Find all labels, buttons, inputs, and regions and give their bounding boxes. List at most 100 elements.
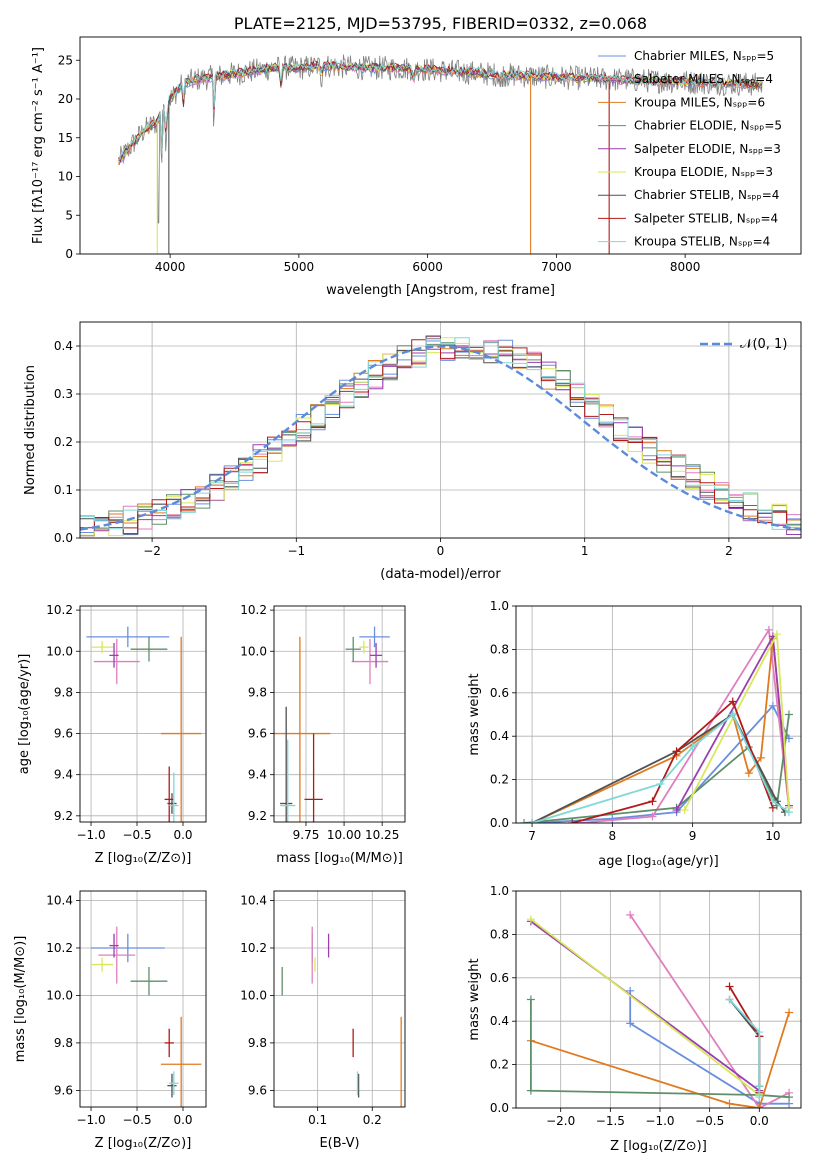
legend-label: Kroupa STELIB, Nₛₚₚ=4 xyxy=(634,235,770,249)
x-axis-label: Z [log₁₀(Z/Z⊙)] xyxy=(610,1139,707,1154)
y-tick-label: 9.8 xyxy=(248,1036,267,1050)
y-tick-label: 0.6 xyxy=(490,686,509,700)
series-marker xyxy=(768,797,777,806)
series-marker xyxy=(568,819,577,823)
y-axis-label: mass weight xyxy=(467,673,482,755)
histogram-series xyxy=(80,337,801,530)
x-tick-label: −1.0 xyxy=(76,1113,105,1127)
series-line xyxy=(728,998,761,1098)
axes-mass_vs_Z: −1.0 −0.5 0.0 9.6 9.8 10.0 10.2 10.4 Z [log₁₀(Z/… xyxy=(13,890,207,1151)
axes-massweight_vs_age: 7 8 9 10 0.0 0.2 0.4 0.6 0.8 1.0 age [log₁₀(age/yr… xyxy=(467,599,802,869)
series-marker xyxy=(528,819,537,823)
y-tick-label: 0.8 xyxy=(490,642,509,656)
axes-frame xyxy=(79,605,207,823)
y-tick-label: 0.0 xyxy=(54,531,73,545)
y-axis-label: Flux [fλ10⁻¹⁷ erg cm⁻² s⁻¹ A⁻¹] xyxy=(31,47,46,244)
series-marker xyxy=(680,805,689,814)
x-tick-label: −0.5 xyxy=(122,828,151,842)
y-tick-label: 0.4 xyxy=(54,339,73,353)
y-tick-label: 0.2 xyxy=(54,435,73,449)
series-marker xyxy=(755,1093,764,1102)
series-marker xyxy=(784,808,793,817)
series-marker xyxy=(626,910,635,919)
y-tick-label: 5 xyxy=(65,208,73,222)
x-tick-label: 0.1 xyxy=(308,1113,327,1127)
y-tick-label: 9.8 xyxy=(54,1036,73,1050)
y-tick-label: 0.6 xyxy=(490,971,509,985)
x-tick-label: 7000 xyxy=(541,260,572,274)
x-axis-label: age [log₁₀(age/yr)] xyxy=(598,854,719,869)
y-tick-label: 9.8 xyxy=(248,685,267,699)
axes-mass_vs_ebv: 0.1 0.2 9.6 9.8 10.0 10.2 10.4 E(B-V) xyxy=(240,890,406,1151)
plot-area xyxy=(526,910,794,1108)
axes-frame xyxy=(273,605,406,823)
series-line xyxy=(530,999,790,1099)
series-marker xyxy=(764,625,773,634)
legend-label: Salpeter STELIB, Nₛₚₚ=4 xyxy=(634,211,778,225)
x-tick-label: 0.2 xyxy=(363,1113,382,1127)
series-marker xyxy=(785,1093,794,1102)
axes-frame xyxy=(79,890,207,1108)
x-tick-label: 8000 xyxy=(670,260,701,274)
series-line xyxy=(530,918,760,1096)
y-tick-label: 9.2 xyxy=(248,809,267,823)
y-tick-label: 10.2 xyxy=(240,941,267,955)
series-marker xyxy=(608,814,617,823)
series-line xyxy=(530,1012,790,1108)
legend-label: Salpeter MILES, Nₛₚₚ=4 xyxy=(634,72,773,86)
series-line xyxy=(571,699,774,823)
spectrum-model-line xyxy=(118,60,763,161)
y-tick-label: 10.2 xyxy=(46,603,73,617)
legend-label: Chabrier ELODIE, Nₛₚₚ=5 xyxy=(634,119,782,133)
x-tick-label: 6000 xyxy=(412,260,443,274)
series-marker xyxy=(725,1099,734,1108)
histogram-series xyxy=(80,338,801,531)
plot-area xyxy=(118,54,763,254)
x-tick-label: 5000 xyxy=(284,260,315,274)
spectrum-model-line xyxy=(118,61,763,161)
y-axis-label: mass weight xyxy=(467,958,482,1040)
series-marker xyxy=(656,779,665,788)
series-marker xyxy=(785,1008,794,1017)
series-line xyxy=(629,914,790,1108)
spectrum-model-line xyxy=(118,60,763,163)
series-marker xyxy=(526,1086,535,1095)
y-tick-label: 10.0 xyxy=(240,988,267,1002)
y-tick-label: 9.6 xyxy=(248,1083,267,1097)
y-tick-label: 0.4 xyxy=(490,1014,509,1028)
x-tick-label: 9.75 xyxy=(293,828,320,842)
axes-spectrum: 4000 5000 6000 7000 8000 0 5 10 15 20 25 wavelength… xyxy=(31,36,802,298)
y-tick-label: 10.4 xyxy=(240,893,267,907)
series-marker xyxy=(688,743,697,752)
y-tick-label: 1.0 xyxy=(490,599,509,613)
y-tick-label: 0.1 xyxy=(54,483,73,497)
x-tick-label: 1 xyxy=(581,544,589,558)
series-marker xyxy=(756,753,765,762)
series-marker xyxy=(526,915,535,924)
series-marker xyxy=(626,986,635,995)
y-tick-label: 9.2 xyxy=(54,809,73,823)
plot-area xyxy=(91,926,202,1107)
series-marker xyxy=(755,1082,764,1091)
y-tick-label: 9.6 xyxy=(54,727,73,741)
x-tick-label: −0.5 xyxy=(695,1114,724,1128)
y-axis-label: mass [log₁₀(M/M⊙)] xyxy=(13,936,28,1063)
gaussian-curve xyxy=(80,345,801,531)
x-tick-label: 0.0 xyxy=(750,1114,769,1128)
plot-area xyxy=(86,626,202,822)
series-marker xyxy=(772,630,781,639)
x-tick-label: −1.0 xyxy=(76,828,105,842)
x-tick-label: 0.0 xyxy=(173,828,192,842)
x-tick-label: 8 xyxy=(609,829,617,843)
chart-title: PLATE=2125, MJD=53795, FIBERID=0332, z=0… xyxy=(234,14,647,33)
legend-label: Chabrier MILES, Nₛₚₚ=5 xyxy=(634,49,774,63)
plot-area xyxy=(520,625,793,823)
x-tick-label: −1.0 xyxy=(645,1114,674,1128)
y-tick-label: 0.8 xyxy=(490,927,509,941)
series-marker xyxy=(728,710,737,719)
y-tick-label: 1.0 xyxy=(490,884,509,898)
x-axis-label: mass [log₁₀(M/M⊙)] xyxy=(276,851,403,866)
x-tick-label: 7 xyxy=(528,829,536,843)
plot-area xyxy=(80,335,801,537)
